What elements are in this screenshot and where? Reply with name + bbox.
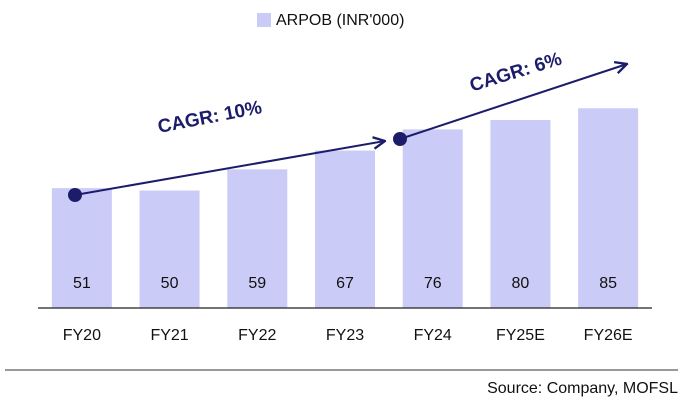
annotation: CAGR: 10%: [156, 97, 264, 138]
bar: [402, 129, 463, 308]
arrow-dot: [68, 188, 82, 202]
legend-label: ARPOB (INR'000): [276, 12, 404, 29]
x-tick-label: FY22: [238, 327, 276, 344]
bar: [51, 188, 112, 308]
data-label: 76: [424, 275, 442, 292]
x-tick-label: FY25E: [496, 327, 545, 344]
source: Source: Company, MOFSL: [487, 380, 678, 397]
data-label: 67: [336, 275, 354, 292]
data-label: 80: [512, 275, 530, 292]
bar: [139, 190, 200, 308]
cagr-arrow: [399, 64, 627, 140]
x-tick-label: FY21: [150, 327, 188, 344]
bar: [315, 150, 375, 308]
arrow-dot: [393, 132, 407, 146]
bars: [51, 108, 639, 308]
data-label: 50: [161, 275, 179, 292]
bar: [227, 169, 288, 308]
data-label: 85: [599, 275, 617, 292]
x-tick-label: FY20: [63, 327, 101, 344]
bar: [490, 120, 551, 308]
data-label: 59: [248, 275, 266, 292]
x-tick-label: FY23: [326, 327, 364, 344]
bar: [578, 108, 639, 308]
x-tick-label: FY26E: [584, 327, 633, 344]
cagr-arrow: [74, 141, 385, 196]
legend-swatch: [257, 13, 271, 27]
data-label: 51: [73, 275, 91, 292]
x-tick-label: FY24: [414, 327, 452, 344]
